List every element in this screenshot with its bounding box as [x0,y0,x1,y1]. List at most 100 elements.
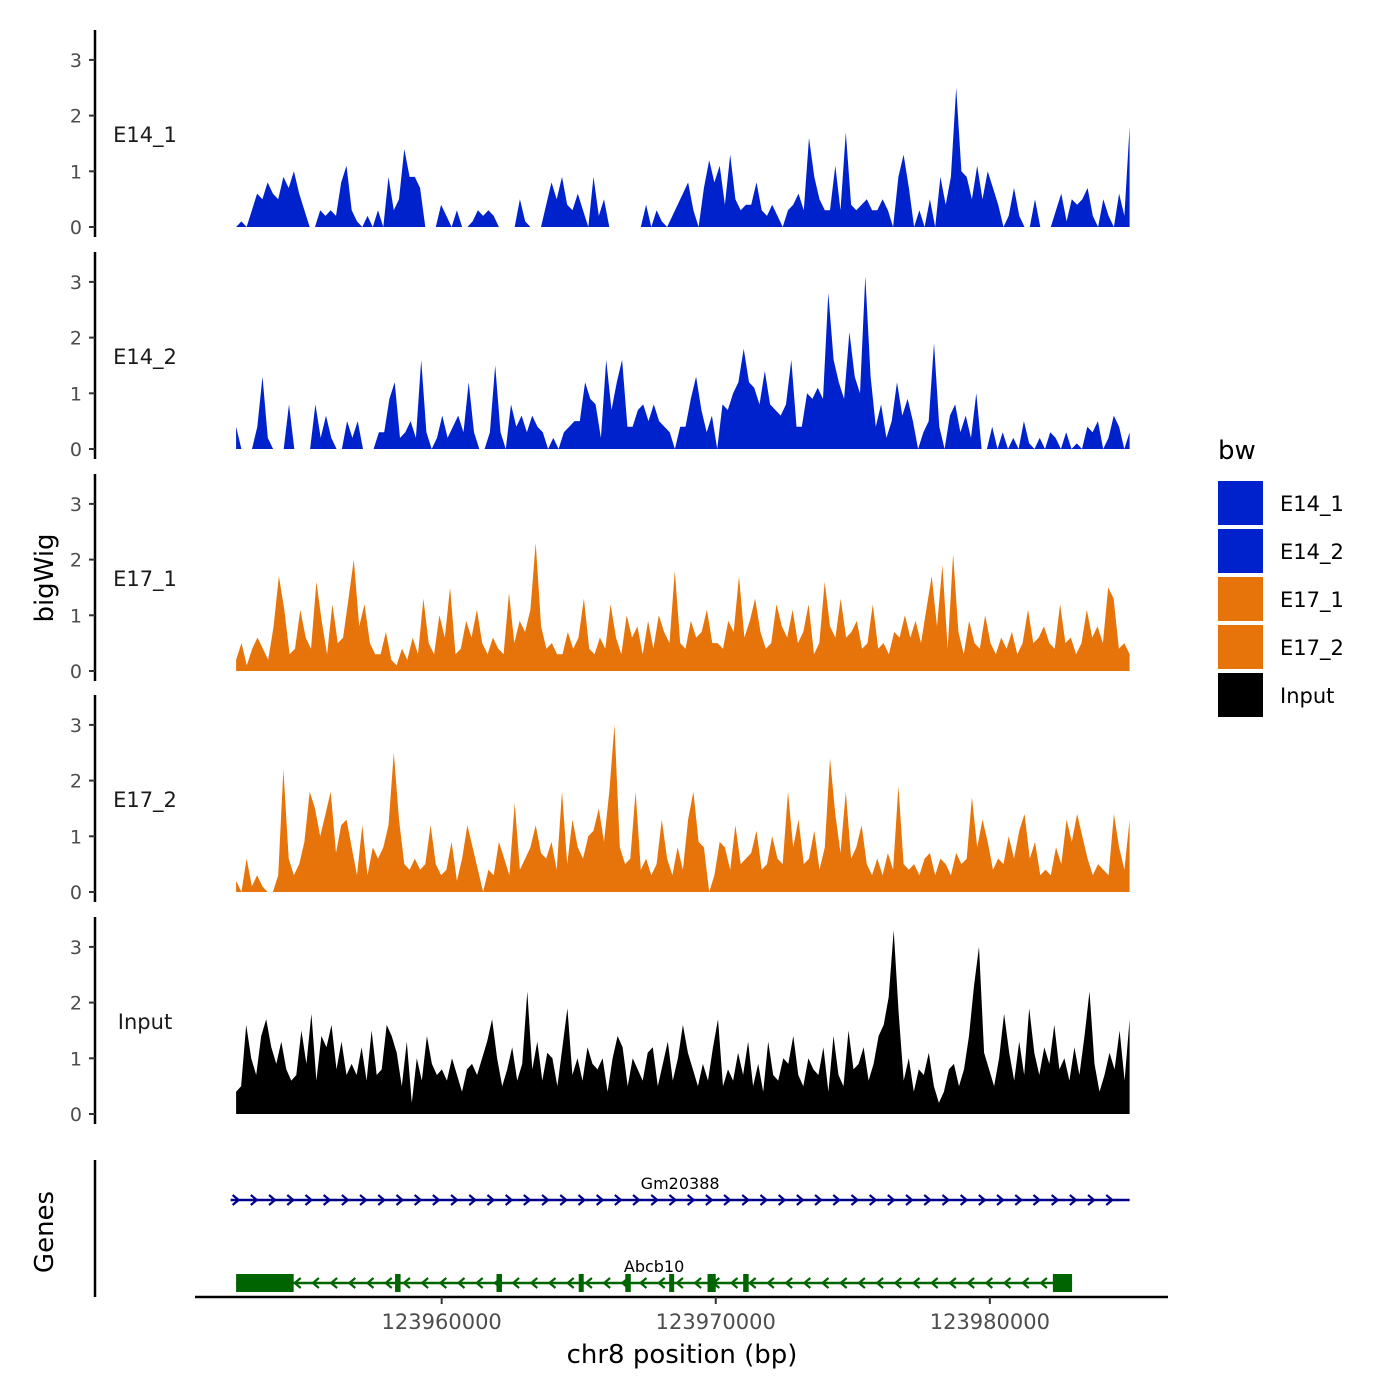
strand-chevron [322,1194,332,1206]
track-e17-2: 0 1 2 3 E17_2 [70,695,1130,904]
y-axis-title: bigWig [30,533,60,622]
track-label: E17_1 [113,567,177,592]
legend-label: E17_1 [1280,588,1344,613]
y-tick-label: 2 [70,771,82,793]
track-e14-1: 0 1 2 3 E14_1 [70,30,1130,239]
strand-chevron [304,1194,314,1206]
y-tick-label: 1 [70,161,82,183]
area-e17-1 [236,542,1130,671]
strand-chevron [602,1277,611,1289]
strand-chevron [802,1277,812,1289]
strand-chevron [523,1194,532,1206]
area-e14-1 [236,87,1130,227]
strand-chevron [996,1194,1005,1206]
strand-chevron [741,1194,750,1206]
strand-chevron [984,1277,994,1289]
strand-chevron [1014,1194,1023,1206]
legend-label: E17_2 [1280,636,1344,661]
legend-item: E14_2 [1218,529,1344,573]
strand-chevron [438,1277,448,1289]
bigwig-tracks: 0 1 2 3 E14_1 0 1 2 3 E14_2 0 1 2 3 E17_1 0 1 2 3 E17_2 0 1 2 3… [70,30,1130,1126]
strand-chevron [1002,1277,1012,1289]
strand-chevron [747,1277,757,1289]
gene-label: Gm20388 [641,1174,720,1193]
strand-chevron [838,1277,848,1289]
strand-chevron [759,1194,769,1206]
strand-chevron [432,1194,441,1206]
strand-chevron [632,1194,641,1206]
strand-chevron [784,1277,793,1289]
legend-title: bw [1218,436,1256,466]
strand-chevron [486,1194,496,1206]
strand-chevron [1039,1277,1048,1289]
strand-chevron [638,1277,648,1289]
strand-chevron [547,1277,557,1289]
y-tick-label: 2 [70,550,82,572]
strand-chevron [250,1194,259,1206]
legend-label: E14_1 [1280,492,1344,517]
y-tick-label: 1 [70,605,82,627]
strand-chevron [675,1277,684,1289]
strand-chevron [559,1194,568,1206]
legend: bw E14_1 E14_2 E17_1 E17_2 Input [1218,436,1344,717]
strand-chevron [365,1277,375,1289]
strand-chevron [347,1277,357,1289]
x-axis: 123960000 123970000 123980000 [195,1295,1168,1334]
strand-chevron [693,1277,702,1289]
strand-chevron [978,1194,987,1206]
strand-chevron [875,1277,884,1289]
strand-chevron [468,1194,477,1206]
strand-chevron [529,1277,539,1289]
legend-item: E17_2 [1218,625,1344,669]
strand-chevron [948,1277,957,1289]
exon [578,1274,584,1292]
area-e17-2 [236,724,1130,892]
strand-chevron [923,1194,932,1206]
y-tick-label: 2 [70,993,82,1015]
track-e14-2: 0 1 2 3 E14_2 [70,252,1130,461]
strand-chevron [577,1194,587,1206]
strand-chevron [650,1194,659,1206]
strand-chevron [341,1194,350,1206]
area-input [236,930,1130,1114]
strand-chevron [868,1194,878,1206]
strand-chevron [729,1277,739,1289]
strand-chevron [959,1194,969,1206]
y-tick-label: 1 [70,826,82,848]
y-tick-label: 1 [70,1048,82,1070]
legend-swatch [1218,529,1263,573]
track-e17-1: 0 1 2 3 E17_1 [70,474,1130,683]
strand-chevron [887,1194,896,1206]
legend-swatch [1218,577,1263,621]
strand-chevron [595,1194,605,1206]
legend-label: Input [1280,684,1334,708]
track-label: E14_1 [113,123,177,148]
y-tick-label: 3 [70,494,82,516]
exon [395,1274,401,1292]
strand-chevron [941,1194,951,1206]
x-tick-label: 123980000 [930,1310,1050,1334]
y-tick-label: 3 [70,715,82,737]
exon [496,1274,502,1292]
track-label: Input [118,1010,172,1034]
strand-chevron [450,1194,459,1206]
gene-track: Gm20388 Abcb10 [93,1160,1130,1297]
exon [743,1274,749,1292]
strand-chevron [1032,1194,1042,1206]
strand-chevron [329,1277,338,1289]
exon [669,1274,675,1292]
strand-chevron [565,1277,575,1289]
strand-chevron [1087,1194,1096,1206]
legend-item: Input [1218,673,1334,717]
strand-chevron [766,1277,775,1289]
y-tick-label: 3 [70,272,82,294]
strand-chevron [820,1277,830,1289]
strand-chevron [377,1194,386,1206]
strand-chevron [456,1277,466,1289]
exon [1052,1274,1073,1292]
x-tick-label: 123970000 [656,1310,776,1334]
strand-chevron [584,1277,593,1289]
legend-label: E14_2 [1280,540,1344,565]
strand-chevron [231,1194,241,1206]
x-tick-label: 123960000 [382,1310,502,1334]
